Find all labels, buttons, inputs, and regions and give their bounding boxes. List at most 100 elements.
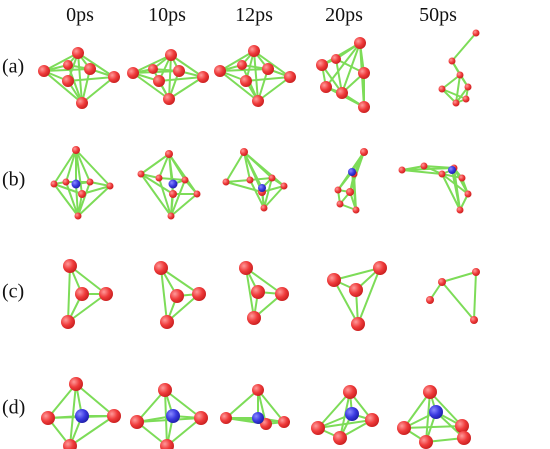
bond [47,383,77,419]
bond [43,70,83,104]
atom-red [247,311,261,325]
bond [451,32,477,62]
bond [441,88,467,100]
atom-blue [168,179,178,189]
atom-red [397,421,411,435]
bond [160,267,200,295]
bond [441,173,461,211]
atom-blue [258,184,266,192]
atom-red [456,206,464,214]
bond [158,153,170,179]
atom-red [346,188,354,196]
atom-red [343,385,357,399]
row-label-0: (a) [2,55,25,78]
atom-red [456,71,464,79]
bond [75,149,111,187]
bond [441,271,477,283]
atom-red [127,67,139,79]
atom-red [252,384,264,396]
atom-red [158,383,172,397]
bond [43,52,79,72]
bond [225,179,251,183]
atom-red [336,87,348,99]
atom-blue [166,409,180,423]
atom-red [237,60,247,70]
atom-red [240,148,248,156]
bond [69,415,115,447]
bond [441,281,475,321]
bond [333,279,359,325]
atom-red [154,261,168,275]
bond [245,267,255,319]
atom-red [373,261,387,275]
atom-blue [75,409,89,423]
column-header-2: 12ps [235,4,273,26]
row-label-3: (d) [2,396,26,419]
bond [219,68,269,72]
bond [67,293,107,323]
atom-red [165,49,177,61]
atom-red [398,166,406,174]
bond [245,76,291,82]
atom-red [365,413,379,427]
atom-red [458,174,466,182]
atom-red [262,63,274,75]
column-header-0: 0ps [66,4,94,26]
atom-blue [252,412,264,424]
atom-red [74,212,82,220]
bond [164,389,202,419]
bond [339,391,351,439]
bond [170,193,198,217]
atom-red [420,162,428,170]
atom-red [438,85,446,93]
bond [77,185,111,217]
atom-red [76,97,88,109]
bond [140,173,172,217]
bond [67,64,83,104]
bond [77,52,115,78]
bond [140,153,170,175]
bond [245,267,283,295]
atom-red [106,182,114,190]
bond [441,74,461,90]
atom-red [99,287,113,301]
atom-red [316,59,328,71]
bond [53,149,77,185]
atom-red [455,419,469,433]
atom-red [360,148,368,156]
atom-red [448,57,456,65]
bond [170,179,186,217]
atom-red [275,287,289,301]
atom-red [38,65,50,77]
atom-red [75,287,89,301]
bond [473,271,477,321]
atom-red [464,83,472,91]
atom-red [165,150,173,158]
atom-red [349,283,363,297]
bond [333,267,381,281]
atom-red [354,37,366,49]
column-header-3: 20ps [325,4,363,26]
atom-red [239,261,253,275]
bond [341,42,361,94]
atom-red [464,190,472,198]
atom-red [72,47,84,59]
bond [225,151,245,183]
atom-red [72,146,80,154]
bond [219,70,259,102]
atom-red [457,431,471,445]
bond [253,50,291,78]
bond [65,181,79,217]
bond [403,425,463,429]
